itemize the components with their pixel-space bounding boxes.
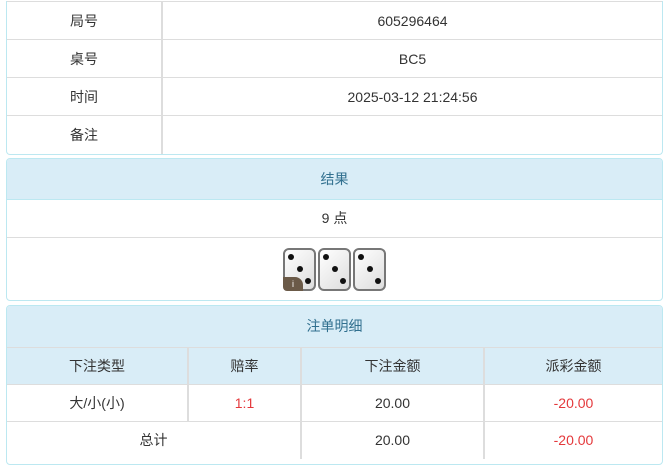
bet-detail-title: 注单明细 [7, 306, 662, 347]
dice-group: i [7, 238, 662, 300]
result-title: 结果 [7, 159, 662, 200]
table-row: 备注 [7, 115, 662, 154]
bet-amount: 20.00 [301, 384, 485, 422]
bet-type: 大/小(小) [7, 384, 189, 422]
info-icon[interactable]: i [283, 276, 303, 291]
total-row: 总计 20.00 -20.00 [7, 421, 662, 459]
odds: 1:1 [188, 384, 302, 422]
die-pip [339, 277, 346, 284]
table-id-value: BC5 [162, 39, 662, 78]
payout: -20.00 [484, 384, 662, 422]
header-odds: 赔率 [188, 347, 302, 385]
die-pip [296, 266, 303, 272]
die-pip [374, 277, 381, 284]
round-id-label: 局号 [7, 1, 163, 40]
die-pip [304, 277, 311, 284]
die-pip [331, 266, 338, 272]
table-row: 局号 605296464 [7, 1, 662, 40]
total-amount: 20.00 [301, 421, 485, 459]
round-id-value: 605296464 [162, 1, 662, 40]
die-pip [366, 266, 373, 272]
die-pip [323, 254, 330, 261]
die-face-3 [353, 247, 386, 291]
time-value: 2025-03-12 21:24:56 [162, 77, 662, 116]
table-row: 时间 2025-03-12 21:24:56 [7, 77, 662, 116]
table-row: 桌号 BC5 [7, 39, 662, 78]
total-label: 总计 [7, 421, 302, 459]
table-row: 大/小(小) 1:1 20.00 -20.00 [7, 384, 662, 422]
table-header-row: 下注类型 赔率 下注金额 派彩金额 [7, 347, 662, 385]
bet-table: 下注类型 赔率 下注金额 派彩金额 大/小(小) 1:1 20.00 -20.0… [7, 347, 662, 459]
die-pip [288, 254, 295, 261]
total-payout: -20.00 [484, 421, 662, 459]
round-info-table: 局号 605296464 桌号 BC5 时间 2025-03-12 21:24:56 … [6, 1, 663, 155]
die-face-3 [318, 247, 351, 291]
bet-detail-panel: 注单明细 下注类型 赔率 下注金额 派彩金额 大/小(小) 1:1 20.00 … [6, 305, 663, 465]
time-label: 时间 [7, 77, 163, 116]
table-id-label: 桌号 [7, 39, 163, 78]
die-pip [358, 254, 365, 261]
result-panel: 结果 9 点 i [6, 158, 663, 301]
remark-label: 备注 [7, 115, 163, 154]
header-bet-amount: 下注金额 [301, 347, 485, 385]
result-points: 9 点 [7, 200, 662, 238]
remark-value [162, 115, 662, 154]
header-payout: 派彩金额 [484, 347, 662, 385]
die-face-3: i [283, 247, 316, 291]
header-bet-type: 下注类型 [7, 347, 189, 385]
